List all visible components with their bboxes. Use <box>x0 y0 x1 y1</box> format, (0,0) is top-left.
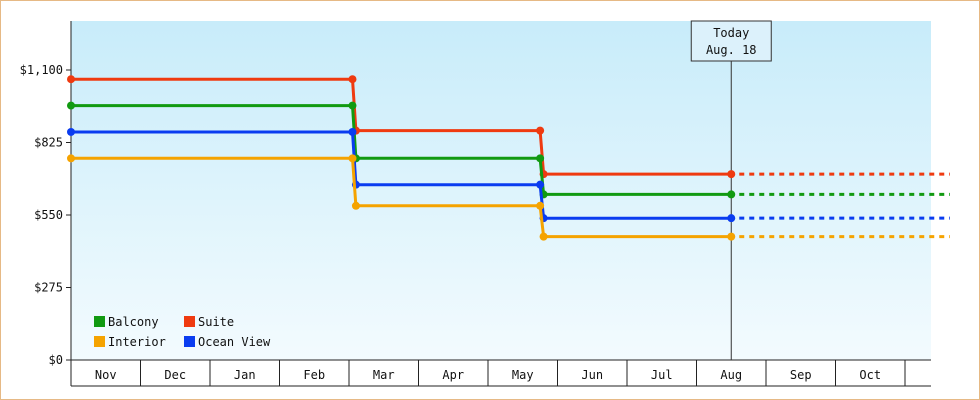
legend-label-suite: Suite <box>198 315 234 329</box>
x-tick-label: Jun <box>581 368 603 382</box>
series-point-interior <box>536 201 545 210</box>
today-date-label: Aug. 18 <box>706 43 757 57</box>
y-tick-label: $825 <box>34 136 63 150</box>
series-line-balcony <box>71 104 732 196</box>
x-tick-label: Apr <box>442 368 464 382</box>
y-tick-label: $0 <box>49 353 63 367</box>
series-point-interior <box>727 232 736 241</box>
series-line-interior <box>71 156 732 239</box>
series-point-suite <box>348 75 357 84</box>
legend-label-ocean-view: Ocean View <box>198 335 271 349</box>
x-tick-label: Feb <box>303 368 325 382</box>
x-tick-label: Oct <box>859 368 881 382</box>
x-tick-label: Jan <box>234 368 256 382</box>
series-line-ocean-view <box>71 130 732 220</box>
series-point-suite <box>67 75 75 84</box>
series-point-balcony <box>727 190 736 199</box>
legend-label-interior: Interior <box>108 335 166 349</box>
legend-swatch-interior <box>94 336 105 347</box>
series-point-suite <box>536 126 545 135</box>
x-tick-label: May <box>512 368 534 382</box>
series-point-interior <box>67 154 75 163</box>
legend-swatch-ocean-view <box>184 336 195 347</box>
series-point-ocean-view <box>67 127 75 136</box>
x-tick-label: Mar <box>373 368 395 382</box>
y-tick-label: $275 <box>34 281 63 295</box>
x-tick-label: Nov <box>95 368 117 382</box>
series-point-balcony <box>536 154 545 163</box>
y-tick-label: $1,100 <box>20 63 63 77</box>
today-box <box>690 20 772 62</box>
series-point-suite <box>727 170 736 179</box>
series-point-interior <box>539 232 548 241</box>
today-label: Today <box>713 26 749 40</box>
series-point-balcony <box>348 101 357 110</box>
today-marker: Today Aug. 18 <box>690 20 772 360</box>
legend-swatch-balcony <box>94 316 105 327</box>
series-point-interior <box>348 154 357 163</box>
plot-background <box>71 21 931 360</box>
series-point-ocean-view <box>727 214 736 223</box>
x-tick-label: Jul <box>651 368 673 382</box>
legend: Balcony Suite Interior Ocean View <box>94 315 271 349</box>
x-axis: Nov Dec Jan Feb Mar Apr May Jun Jul Aug Sep Oct <box>70 359 931 387</box>
series-point-balcony <box>67 101 75 110</box>
legend-swatch-suite <box>184 316 195 327</box>
x-tick-label: Sep <box>790 368 812 382</box>
y-tick-label: $550 <box>34 208 63 222</box>
x-tick-label: Dec <box>164 368 186 382</box>
series-point-ocean-view <box>536 180 545 189</box>
series-group <box>67 75 950 241</box>
y-axis: $0 $275 $550 $825 $1,100 <box>20 21 72 367</box>
series-point-ocean-view <box>348 127 357 136</box>
series-line-suite <box>71 77 732 176</box>
series-point-interior <box>351 201 360 210</box>
x-tick-label: Aug <box>720 368 742 382</box>
legend-label-balcony: Balcony <box>108 315 159 329</box>
